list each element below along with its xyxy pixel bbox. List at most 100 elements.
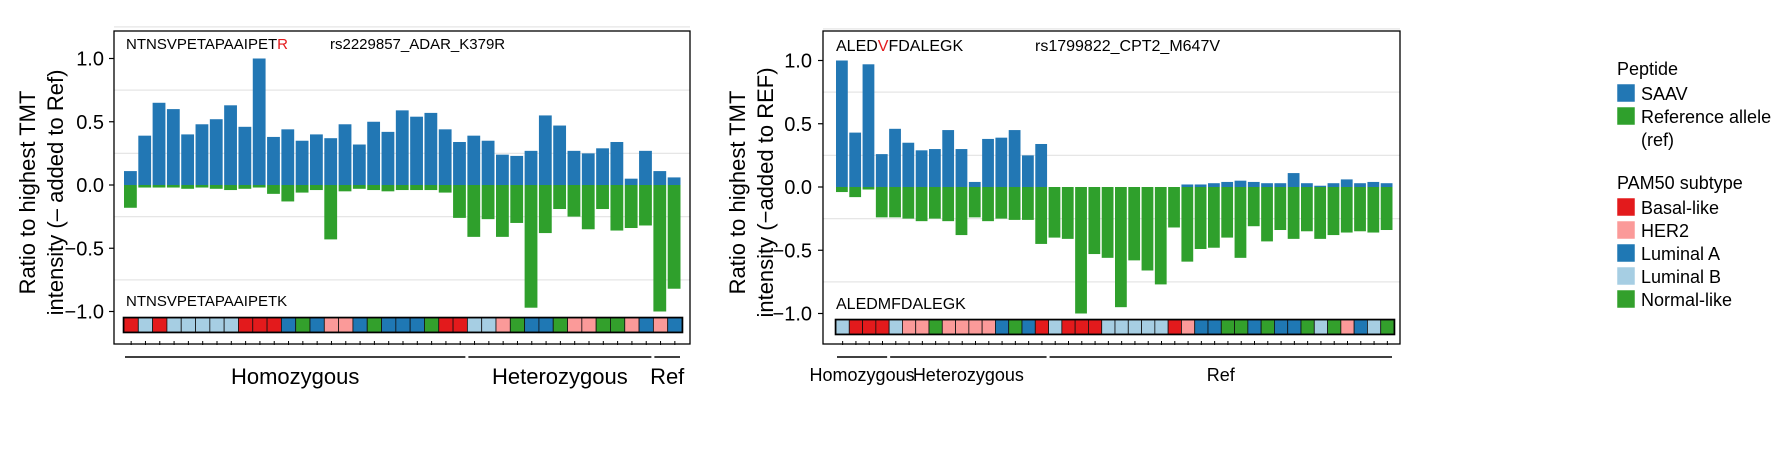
saav-bar xyxy=(467,135,481,185)
subtype-cell xyxy=(280,317,297,333)
y-axis-label-adar-line2: intensity (– added to Ref) xyxy=(43,70,68,316)
saav-bar xyxy=(438,129,452,185)
ref-bar xyxy=(510,185,524,223)
subtype-cell xyxy=(452,317,468,333)
group-label: Homozygous xyxy=(810,365,915,385)
subtype-cell xyxy=(1167,319,1182,335)
ref-bar xyxy=(915,187,928,222)
subtype-cell xyxy=(481,317,497,333)
saav-bar xyxy=(1022,155,1034,187)
ref-bar xyxy=(836,187,848,193)
legend-subtype-label: Normal-like xyxy=(1641,290,1732,310)
saav-bar xyxy=(596,148,609,185)
y-axis-label-adar-line1: Ratio to highest TMT xyxy=(15,91,40,295)
saav-bar xyxy=(836,60,848,187)
ref-bar xyxy=(496,185,509,237)
saav-bar xyxy=(1181,184,1194,187)
ref-bar xyxy=(1061,187,1074,239)
saav-bar xyxy=(1261,183,1273,187)
saav-bar xyxy=(138,135,152,185)
saav-bar xyxy=(1380,183,1393,187)
subtype-cell xyxy=(366,317,382,333)
legend-subtype-swatch xyxy=(1616,243,1636,263)
saav-bar xyxy=(667,177,681,185)
mutated-residue: V xyxy=(878,38,889,55)
group-label: Ref xyxy=(1207,365,1236,385)
legend-saav-swatch xyxy=(1616,83,1636,103)
y-tick-label: −1.0 xyxy=(773,304,812,326)
y-axis-cpt2: 1.0 0.5 0.0 −0.5 −1.0 xyxy=(773,51,823,326)
saav-bar xyxy=(581,153,595,185)
subtype-cell xyxy=(981,319,996,335)
ref-bar xyxy=(1168,187,1180,228)
ref-bar xyxy=(310,185,323,191)
saav-bar xyxy=(624,178,638,185)
saav-bar xyxy=(942,130,955,187)
saav-bar xyxy=(862,64,875,187)
saav-bar xyxy=(352,144,366,185)
ref-bar xyxy=(1194,187,1207,249)
ref-bar xyxy=(942,187,955,222)
ref-bar xyxy=(653,185,667,312)
subtype-cell xyxy=(1141,319,1156,335)
y-tick-label: 0.0 xyxy=(784,177,812,199)
subtype-cell xyxy=(524,317,540,333)
ref-bar xyxy=(438,185,452,193)
saav-bar xyxy=(1354,183,1366,187)
ref-bar xyxy=(1075,187,1087,314)
saav-bar xyxy=(1008,130,1021,187)
saav-bar xyxy=(995,137,1008,187)
subtype-cell xyxy=(1194,319,1209,335)
subtype-cell xyxy=(667,317,683,333)
subtype-cell xyxy=(538,317,554,333)
ref-bar xyxy=(324,185,338,240)
legend-ref-label: Reference allele xyxy=(1641,107,1771,127)
legend-peptide-title: Peptide xyxy=(1617,59,1678,79)
saav-bar xyxy=(1035,143,1048,187)
y-tick-label: 0.5 xyxy=(784,114,812,136)
ref-bar xyxy=(124,185,137,208)
ref-bar xyxy=(1380,187,1393,231)
subtype-cell xyxy=(1114,319,1129,335)
ref-bar xyxy=(338,185,352,192)
ref-bar xyxy=(581,185,595,230)
saav-bar xyxy=(1367,181,1380,187)
saav-bar xyxy=(653,171,667,185)
subtype-cell xyxy=(1127,319,1142,335)
saav-bar xyxy=(1208,183,1220,187)
ref-bar xyxy=(252,185,266,188)
ref-bar xyxy=(1128,187,1141,261)
ref-bar xyxy=(1088,187,1101,255)
subtype-cell xyxy=(888,319,903,335)
subtype-cell xyxy=(495,317,511,333)
ref-bar xyxy=(624,185,638,229)
ref-bar xyxy=(982,187,994,222)
saav-bar xyxy=(324,138,338,185)
subtype-strip-adar xyxy=(122,316,684,334)
y-axis-label-cpt2-line2: intensity (−added to REF) xyxy=(753,67,778,317)
saav-bar xyxy=(195,124,209,185)
ref-bar xyxy=(467,185,481,237)
subtype-cell xyxy=(209,317,225,333)
subtype-cell xyxy=(638,317,654,333)
ref-bar xyxy=(1234,187,1247,258)
subtype-cell xyxy=(1021,319,1036,335)
subtype-cell xyxy=(309,317,325,333)
ref-bar xyxy=(567,185,581,217)
subtype-cell xyxy=(595,317,611,333)
panel-cpt2: 1.0 0.5 0.0 −0.5 −1.0 HomozygousHeterozygous… xyxy=(725,28,1401,385)
plot-frame-adar xyxy=(113,30,691,345)
ref-bar xyxy=(295,185,309,193)
subtype-cell xyxy=(1008,319,1023,335)
subtype-cell xyxy=(581,317,597,333)
subtype-cell xyxy=(1101,319,1116,335)
legend-saav-label: SAAV xyxy=(1641,84,1688,104)
ref-bar xyxy=(395,185,409,191)
subtype-cell xyxy=(1313,319,1328,335)
saav-bar xyxy=(424,112,438,185)
ref-bar xyxy=(596,185,609,210)
ref-bar xyxy=(1287,187,1300,239)
y-tick-label: −0.5 xyxy=(773,240,812,262)
ref-bar xyxy=(453,185,466,218)
